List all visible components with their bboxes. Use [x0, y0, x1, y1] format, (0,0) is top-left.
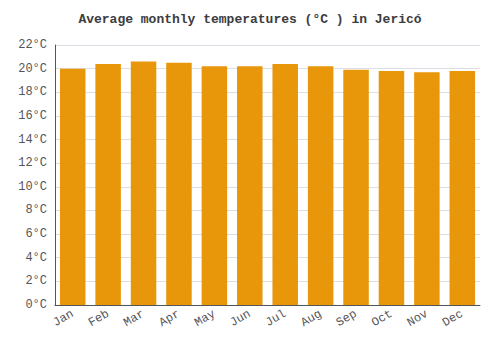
svg-text:Feb: Feb	[86, 307, 112, 330]
svg-text:May: May	[192, 307, 218, 330]
svg-text:18°C: 18°C	[18, 85, 47, 99]
svg-text:2°C: 2°C	[25, 274, 47, 288]
svg-text:Oct: Oct	[369, 307, 395, 330]
svg-text:Jul: Jul	[263, 307, 289, 330]
svg-text:Jan: Jan	[51, 307, 77, 330]
svg-text:Apr: Apr	[157, 307, 183, 330]
svg-text:Jun: Jun	[228, 307, 254, 330]
svg-text:Dec: Dec	[440, 307, 466, 330]
svg-text:10°C: 10°C	[18, 180, 47, 194]
svg-text:Average monthly temperatures (: Average monthly temperatures (°C ) in Je…	[78, 12, 421, 27]
svg-text:Mar: Mar	[121, 307, 147, 330]
svg-text:Nov: Nov	[405, 307, 431, 330]
svg-text:8°C: 8°C	[25, 203, 47, 217]
svg-text:22°C: 22°C	[18, 38, 47, 52]
svg-text:Aug: Aug	[298, 307, 324, 330]
svg-text:6°C: 6°C	[25, 227, 47, 241]
svg-text:0°C: 0°C	[25, 298, 47, 312]
svg-text:Sep: Sep	[334, 307, 360, 330]
svg-text:4°C: 4°C	[25, 251, 47, 265]
svg-text:16°C: 16°C	[18, 109, 47, 123]
svg-text:20°C: 20°C	[18, 62, 47, 76]
svg-text:14°C: 14°C	[18, 133, 47, 147]
svg-text:12°C: 12°C	[18, 156, 47, 170]
